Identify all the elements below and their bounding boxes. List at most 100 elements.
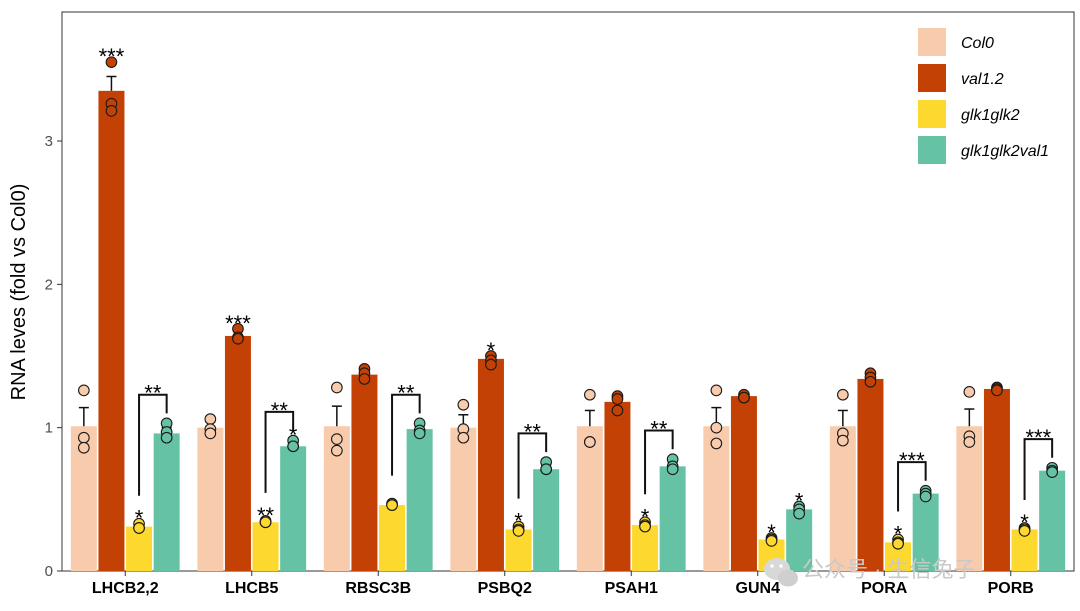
bar xyxy=(280,446,307,571)
comparison-bracket xyxy=(138,393,168,496)
x-tick-label: GUN4 xyxy=(736,580,781,597)
watermark-text: 公众号 · 生信兔子 xyxy=(802,557,976,582)
data-point xyxy=(331,444,343,457)
bar xyxy=(576,426,603,571)
significance-label: * xyxy=(487,338,496,363)
significance-label: * xyxy=(514,509,523,534)
data-point xyxy=(639,520,651,533)
y-tick-label: 2 xyxy=(45,276,53,293)
bar xyxy=(730,396,757,571)
data-point xyxy=(666,463,679,476)
legend-label: val1.2 xyxy=(961,71,1004,88)
x-tick-label: PSBQ2 xyxy=(478,580,532,597)
wechat-icon xyxy=(764,558,798,587)
bar xyxy=(379,505,406,571)
data-point xyxy=(457,431,470,444)
legend-label: glk1glk2val1 xyxy=(961,143,1049,160)
significance-label: * xyxy=(894,521,903,546)
bar xyxy=(533,469,560,571)
data-point xyxy=(836,388,849,401)
data-point xyxy=(331,381,343,394)
data-point xyxy=(611,393,624,405)
comparison-label: *** xyxy=(1026,425,1052,450)
data-point xyxy=(331,433,343,445)
comparison-bracket xyxy=(644,429,674,495)
x-tick-label: RBSC3B xyxy=(345,580,411,597)
significance-label: *** xyxy=(99,44,125,69)
data-point xyxy=(765,535,778,547)
data-point xyxy=(485,358,497,371)
data-point xyxy=(105,105,118,117)
data-point xyxy=(105,56,118,69)
x-tick-label: PSAH1 xyxy=(605,580,658,597)
data-point xyxy=(386,499,398,511)
y-tick-label: 0 xyxy=(45,563,53,580)
data-point xyxy=(512,525,525,537)
comparison-label: *** xyxy=(899,448,925,473)
data-point xyxy=(457,398,470,411)
data-point xyxy=(583,388,596,401)
data-point xyxy=(710,437,723,450)
y-axis-label: RNA leves (fold vs Col0) xyxy=(8,184,30,401)
significance-label: *** xyxy=(225,311,251,336)
comparison-label: ** xyxy=(650,417,668,442)
comparison-bracket xyxy=(1023,438,1054,500)
data-point xyxy=(991,384,1003,397)
x-tick-label: PORB xyxy=(988,580,1034,597)
bar xyxy=(406,429,433,571)
legend-swatch xyxy=(918,64,946,92)
comparison-label: ** xyxy=(397,381,415,406)
data-point xyxy=(259,516,272,529)
plot-area: 0 1 2 3 LHCB2,2 LHCB5 RBSC3B PSBQ2 PSAH1 GUN4 PORA… xyxy=(45,11,1075,597)
legend-label: Col0 xyxy=(961,35,994,52)
data-point xyxy=(710,384,723,397)
legend: Col0 val1.2 glk1glk2 glk1glk2val1 xyxy=(918,28,1049,164)
data-point xyxy=(583,436,596,448)
comparison-bracket xyxy=(897,461,927,512)
data-point xyxy=(160,431,173,444)
data-point xyxy=(710,421,723,434)
bar xyxy=(450,427,477,571)
significance-label: * xyxy=(135,506,144,531)
bar xyxy=(703,426,730,571)
comparison-bracket xyxy=(264,410,295,493)
data-point xyxy=(1046,466,1058,478)
data-point xyxy=(133,522,145,534)
x-tick-label: PORA xyxy=(861,580,908,597)
y-tick-label: 1 xyxy=(45,420,53,437)
significance-label: * xyxy=(767,520,776,545)
bar xyxy=(829,426,856,571)
data-point xyxy=(204,413,217,425)
data-point xyxy=(793,507,806,520)
data-point xyxy=(1018,525,1031,537)
x-tick-label: LHCB5 xyxy=(225,580,278,597)
bar xyxy=(224,335,251,571)
data-point xyxy=(919,490,932,503)
data-point xyxy=(963,385,976,398)
data-point xyxy=(358,373,371,385)
comparison-label: ** xyxy=(524,419,542,444)
bar xyxy=(252,522,279,571)
comparison-bracket xyxy=(391,393,421,476)
significance-label: * xyxy=(795,489,804,514)
data-point xyxy=(963,436,976,448)
significance-label: ** xyxy=(257,503,275,528)
bar xyxy=(1039,470,1066,571)
watermark: 公众号 · 生信兔子 xyxy=(764,557,976,587)
legend-swatch xyxy=(918,100,946,128)
data-point xyxy=(738,391,750,404)
data-point xyxy=(413,427,426,440)
bar xyxy=(912,493,939,571)
comparison-label: ** xyxy=(144,381,162,406)
comparison-label: ** xyxy=(271,398,289,423)
bar xyxy=(604,401,631,571)
data-point xyxy=(540,463,553,476)
data-point xyxy=(611,404,624,417)
data-point xyxy=(892,537,904,550)
legend-swatch xyxy=(918,28,946,56)
significance-label: * xyxy=(289,423,298,448)
bar xyxy=(477,358,504,571)
data-point xyxy=(77,384,90,397)
legend-label: glk1glk2 xyxy=(961,107,1020,124)
